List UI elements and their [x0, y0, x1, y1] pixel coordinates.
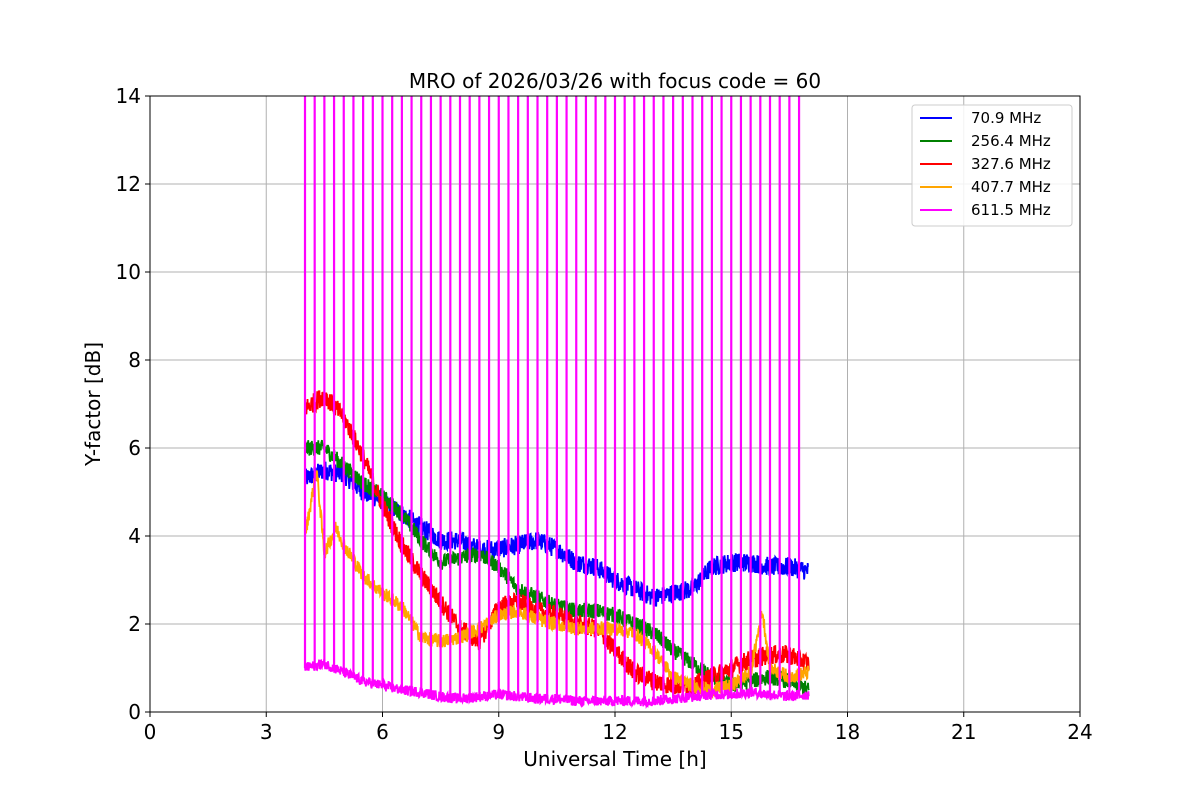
legend-entry: 327.6 MHz — [971, 155, 1051, 173]
x-tick-label: 15 — [719, 720, 744, 744]
legend-entry: 256.4 MHz — [971, 132, 1051, 150]
x-tick-label: 3 — [260, 720, 273, 744]
x-tick-label: 0 — [144, 720, 157, 744]
y-tick-label: 10 — [116, 260, 141, 284]
y-tick-label: 12 — [116, 172, 141, 196]
chart-title: MRO of 2026/03/26 with focus code = 60 — [409, 69, 821, 93]
x-tick-label: 21 — [951, 720, 976, 744]
x-tick-label: 24 — [1067, 720, 1092, 744]
y-axis-label: Y-factor [dB] — [81, 342, 105, 467]
x-tick-label: 12 — [602, 720, 627, 744]
y-tick-label: 4 — [128, 524, 141, 548]
plot-series — [303, 96, 810, 710]
legend-entry: 611.5 MHz — [971, 201, 1051, 219]
x-tick-label: 18 — [835, 720, 860, 744]
y-tick-label: 14 — [116, 84, 141, 108]
series-line — [304, 658, 810, 710]
x-tick-label: 6 — [376, 720, 389, 744]
legend-box — [911, 104, 1073, 227]
x-tick-label: 9 — [492, 720, 505, 744]
legend-entry: 407.7 MHz — [971, 178, 1051, 196]
y-tick-label: 6 — [128, 436, 141, 460]
x-axis-label: Universal Time [h] — [523, 747, 706, 771]
y-tick-label: 0 — [128, 700, 141, 724]
y-tick-label: 2 — [128, 612, 141, 636]
y-tick-label: 8 — [128, 348, 141, 372]
legend-entry: 70.9 MHz — [971, 109, 1041, 127]
legend: 70.9 MHz 256.4 MHz 327.6 MHz 407.7 MHz 611.5… — [911, 104, 1073, 227]
